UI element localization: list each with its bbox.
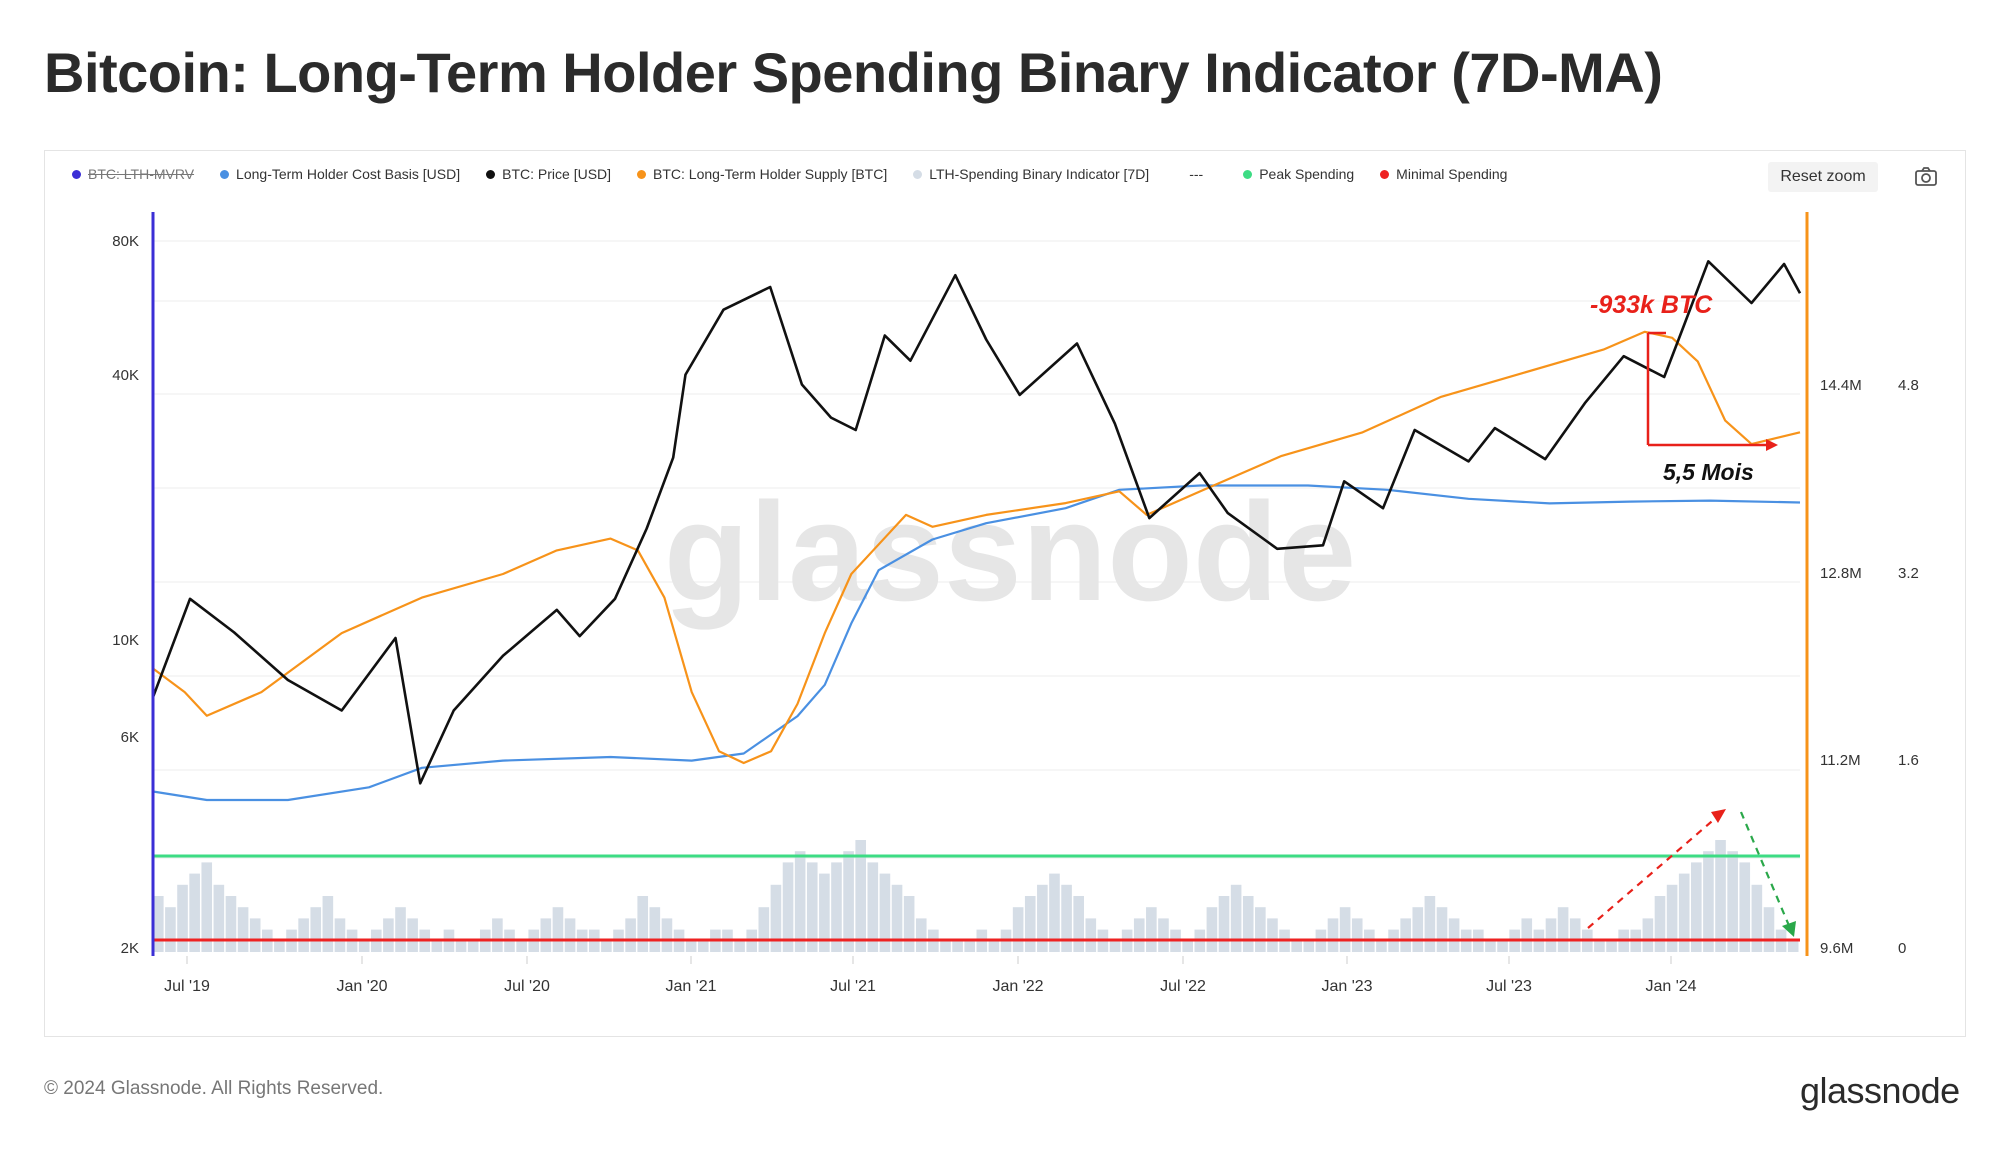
chart-panel — [44, 150, 1966, 1037]
legend-dot-icon — [486, 169, 496, 179]
legend-item-price[interactable]: BTC: Price [USD] — [486, 166, 611, 182]
legend-item-lth-mvrv[interactable]: BTC: LTH-MVRV — [72, 166, 194, 182]
legend-label: Minimal Spending — [1396, 166, 1508, 182]
footer-copyright: © 2024 Glassnode. All Rights Reserved. — [44, 1078, 384, 1099]
legend-dot-icon — [1243, 169, 1253, 179]
legend-item-minimal-spending[interactable]: Minimal Spending — [1380, 166, 1507, 182]
legend-dot-icon — [913, 169, 923, 179]
reset-zoom-button[interactable]: Reset zoom — [1768, 162, 1878, 192]
legend-label: BTC: Price [USD] — [502, 166, 612, 182]
camera-icon[interactable] — [1914, 166, 1938, 188]
legend-label: BTC: Long-Term Holder Supply [BTC] — [653, 166, 888, 182]
legend-item-lth-supply[interactable]: BTC: Long-Term Holder Supply [BTC] — [637, 166, 887, 182]
footer-logo: glassnode — [1800, 1070, 1960, 1111]
legend-label: LTH-Spending Binary Indicator [7D] — [929, 166, 1150, 182]
legend-item-peak-spending[interactable]: Peak Spending — [1243, 166, 1354, 182]
legend-label: BTC: LTH-MVRV — [88, 166, 195, 182]
legend-dot-icon — [72, 169, 81, 179]
legend-item-separator[interactable]: --- — [1189, 166, 1203, 182]
page-title: Bitcoin: Long-Term Holder Spending Binar… — [44, 41, 1663, 104]
chart-legend: BTC: LTH-MVRV Long-Term Holder Cost Basi… — [72, 162, 1507, 186]
legend-dot-icon — [220, 169, 230, 179]
legend-dot-icon — [637, 169, 647, 179]
legend-label: --- — [1189, 166, 1204, 182]
legend-label: Peak Spending — [1259, 166, 1355, 182]
legend-item-binary-indicator[interactable]: LTH-Spending Binary Indicator [7D] — [913, 166, 1149, 182]
legend-item-cost-basis[interactable]: Long-Term Holder Cost Basis [USD] — [220, 166, 460, 182]
legend-label: Long-Term Holder Cost Basis [USD] — [236, 166, 461, 182]
legend-dot-icon — [1380, 169, 1390, 179]
